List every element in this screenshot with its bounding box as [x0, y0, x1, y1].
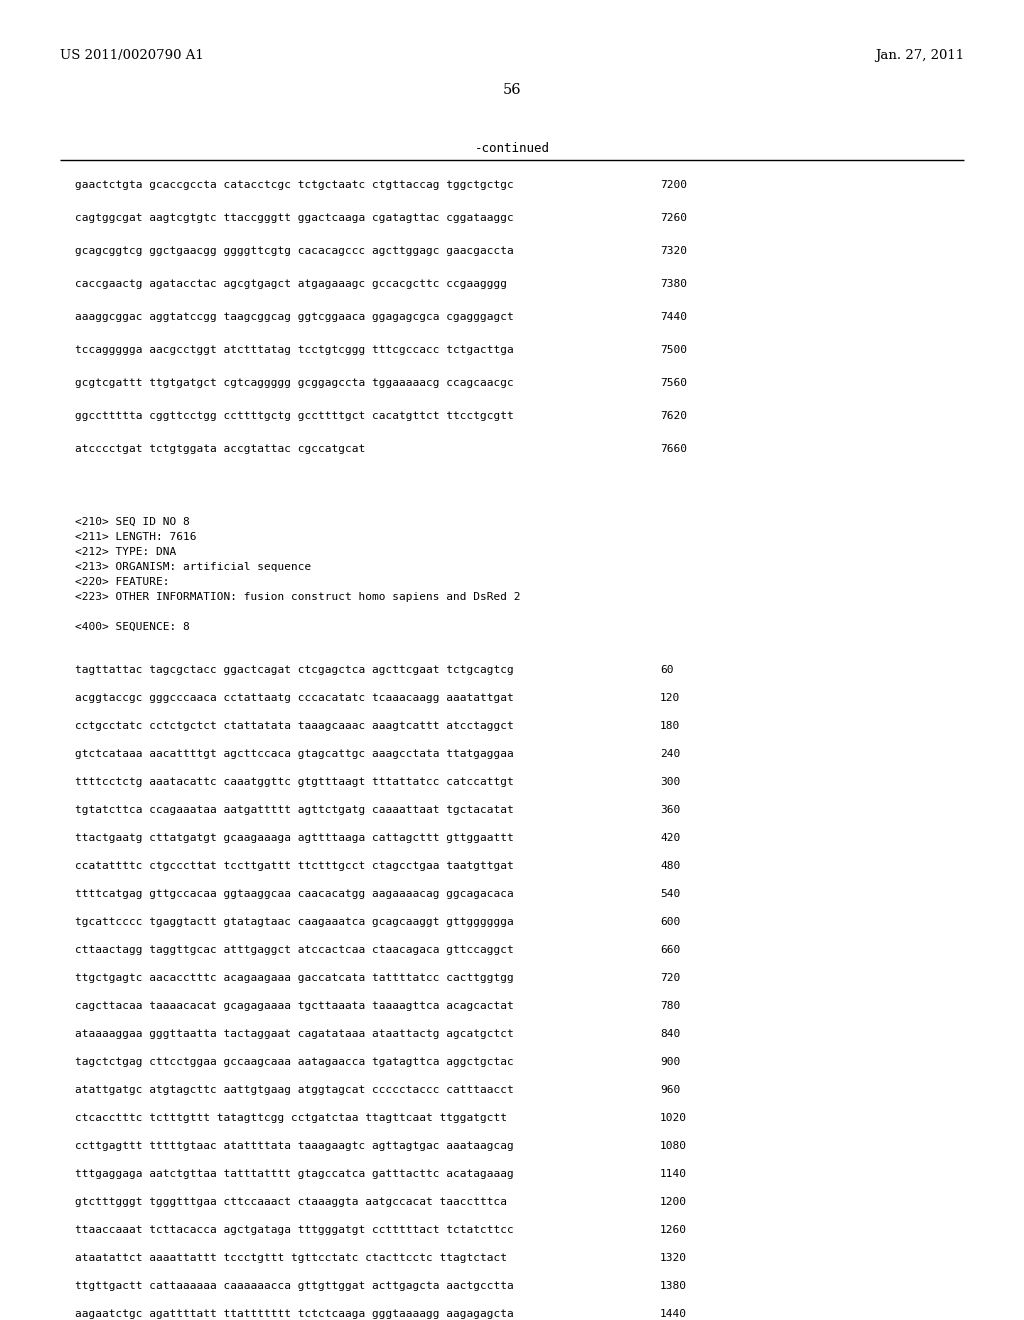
Text: 7320: 7320 — [660, 246, 687, 256]
Text: <220> FEATURE:: <220> FEATURE: — [75, 577, 170, 587]
Text: 7660: 7660 — [660, 444, 687, 454]
Text: tagttattac tagcgctacc ggactcagat ctcgagctca agcttcgaat tctgcagtcg: tagttattac tagcgctacc ggactcagat ctcgagc… — [75, 665, 514, 675]
Text: <400> SEQUENCE: 8: <400> SEQUENCE: 8 — [75, 622, 189, 632]
Text: 60: 60 — [660, 665, 674, 675]
Text: 480: 480 — [660, 861, 680, 871]
Text: gcgtcgattt ttgtgatgct cgtcaggggg gcggagccta tggaaaaacg ccagcaacgc: gcgtcgattt ttgtgatgct cgtcaggggg gcggagc… — [75, 378, 514, 388]
Text: ccttgagttt tttttgtaac atattttata taaagaagtc agttagtgac aaataagcag: ccttgagttt tttttgtaac atattttata taaagaa… — [75, 1140, 514, 1151]
Text: <211> LENGTH: 7616: <211> LENGTH: 7616 — [75, 532, 197, 543]
Text: 120: 120 — [660, 693, 680, 704]
Text: tgtatcttca ccagaaataa aatgattttt agttctgatg caaaattaat tgctacatat: tgtatcttca ccagaaataa aatgattttt agttctg… — [75, 805, 514, 814]
Text: aaaggcggac aggtatccgg taagcggcag ggtcggaaca ggagagcgca cgagggagct: aaaggcggac aggtatccgg taagcggcag ggtcgga… — [75, 312, 514, 322]
Text: 1200: 1200 — [660, 1197, 687, 1206]
Text: ttttcatgag gttgccacaa ggtaaggcaa caacacatgg aagaaaacag ggcagacaca: ttttcatgag gttgccacaa ggtaaggcaa caacaca… — [75, 888, 514, 899]
Text: US 2011/0020790 A1: US 2011/0020790 A1 — [60, 49, 204, 62]
Text: gtctcataaa aacattttgt agcttccaca gtagcattgc aaagcctata ttatgaggaa: gtctcataaa aacattttgt agcttccaca gtagcat… — [75, 748, 514, 759]
Text: 1020: 1020 — [660, 1113, 687, 1123]
Text: ataaaaggaa gggttaatta tactaggaat cagatataaa ataattactg agcatgctct: ataaaaggaa gggttaatta tactaggaat cagatat… — [75, 1030, 514, 1039]
Text: cctgcctatc cctctgctct ctattatata taaagcaaac aaagtcattt atcctaggct: cctgcctatc cctctgctct ctattatata taaagca… — [75, 721, 514, 731]
Text: 420: 420 — [660, 833, 680, 843]
Text: 1320: 1320 — [660, 1253, 687, 1263]
Text: 600: 600 — [660, 917, 680, 927]
Text: tagctctgag cttcctggaa gccaagcaaa aatagaacca tgatagttca aggctgctac: tagctctgag cttcctggaa gccaagcaaa aatagaa… — [75, 1057, 514, 1067]
Text: cagcttacaa taaaacacat gcagagaaaa tgcttaaata taaaagttca acagcactat: cagcttacaa taaaacacat gcagagaaaa tgcttaa… — [75, 1001, 514, 1011]
Text: 780: 780 — [660, 1001, 680, 1011]
Text: -continued: -continued — [474, 141, 550, 154]
Text: 7380: 7380 — [660, 279, 687, 289]
Text: atattgatgc atgtagcttc aattgtgaag atggtagcat ccccctaccc catttaacct: atattgatgc atgtagcttc aattgtgaag atggtag… — [75, 1085, 514, 1096]
Text: tgcattcccc tgaggtactt gtatagtaac caagaaatca gcagcaaggt gttgggggga: tgcattcccc tgaggtactt gtatagtaac caagaaa… — [75, 917, 514, 927]
Text: 660: 660 — [660, 945, 680, 954]
Text: ttgctgagtc aacacctttc acagaagaaa gaccatcata tattttatcc cacttggtgg: ttgctgagtc aacacctttc acagaagaaa gaccatc… — [75, 973, 514, 983]
Text: 7440: 7440 — [660, 312, 687, 322]
Text: 1440: 1440 — [660, 1309, 687, 1319]
Text: 1380: 1380 — [660, 1280, 687, 1291]
Text: gaactctgta gcaccgccta catacctcgc tctgctaatc ctgttaccag tggctgctgc: gaactctgta gcaccgccta catacctcgc tctgcta… — [75, 180, 514, 190]
Text: 360: 360 — [660, 805, 680, 814]
Text: atcccctgat tctgtggata accgtattac cgccatgcat: atcccctgat tctgtggata accgtattac cgccatg… — [75, 444, 366, 454]
Text: 840: 840 — [660, 1030, 680, 1039]
Text: 7620: 7620 — [660, 411, 687, 421]
Text: 720: 720 — [660, 973, 680, 983]
Text: acggtaccgc gggcccaaca cctattaatg cccacatatc tcaaacaagg aaatattgat: acggtaccgc gggcccaaca cctattaatg cccacat… — [75, 693, 514, 704]
Text: <210> SEQ ID NO 8: <210> SEQ ID NO 8 — [75, 517, 189, 527]
Text: 180: 180 — [660, 721, 680, 731]
Text: 960: 960 — [660, 1085, 680, 1096]
Text: cagtggcgat aagtcgtgtc ttaccgggtt ggactcaaga cgatagttac cggataaggc: cagtggcgat aagtcgtgtc ttaccgggtt ggactca… — [75, 213, 514, 223]
Text: ttaaccaaat tcttacacca agctgataga tttgggatgt cctttttact tctatcttcc: ttaaccaaat tcttacacca agctgataga tttggga… — [75, 1225, 514, 1236]
Text: ataatattct aaaattattt tccctgttt tgttcctatc ctacttcctc ttagtctact: ataatattct aaaattattt tccctgttt tgttccta… — [75, 1253, 507, 1263]
Text: ccatattttc ctgcccttat tccttgattt ttctttgcct ctagcctgaa taatgttgat: ccatattttc ctgcccttat tccttgattt ttctttg… — [75, 861, 514, 871]
Text: ggccttttta cggttcctgg ccttttgctg gccttttgct cacatgttct ttcctgcgtt: ggccttttta cggttcctgg ccttttgctg gcctttt… — [75, 411, 514, 421]
Text: tccaggggga aacgcctggt atctttatag tcctgtcggg tttcgccacc tctgacttga: tccaggggga aacgcctggt atctttatag tcctgtc… — [75, 345, 514, 355]
Text: Jan. 27, 2011: Jan. 27, 2011 — [874, 49, 964, 62]
Text: gtctttgggt tgggtttgaa cttccaaact ctaaaggta aatgccacat taacctttca: gtctttgggt tgggtttgaa cttccaaact ctaaagg… — [75, 1197, 507, 1206]
Text: aagaatctgc agattttatt ttattttttt tctctcaaga gggtaaaagg aagagagcta: aagaatctgc agattttatt ttattttttt tctctca… — [75, 1309, 514, 1319]
Text: 7200: 7200 — [660, 180, 687, 190]
Text: 7500: 7500 — [660, 345, 687, 355]
Text: ttgttgactt cattaaaaaa caaaaaacca gttgttggat acttgagcta aactgcctta: ttgttgactt cattaaaaaa caaaaaacca gttgttg… — [75, 1280, 514, 1291]
Text: ctcacctttc tctttgttt tatagttcgg cctgatctaa ttagttcaat ttggatgctt: ctcacctttc tctttgttt tatagttcgg cctgatct… — [75, 1113, 507, 1123]
Text: tttgaggaga aatctgttaa tatttatttt gtagccatca gatttacttc acatagaaag: tttgaggaga aatctgttaa tatttatttt gtagcca… — [75, 1170, 514, 1179]
Text: ttttcctctg aaatacattc caaatggttc gtgtttaagt tttattatcc catccattgt: ttttcctctg aaatacattc caaatggttc gtgttta… — [75, 777, 514, 787]
Text: 1080: 1080 — [660, 1140, 687, 1151]
Text: 1140: 1140 — [660, 1170, 687, 1179]
Text: 540: 540 — [660, 888, 680, 899]
Text: cttaactagg taggttgcac atttgaggct atccactcaa ctaacagaca gttccaggct: cttaactagg taggttgcac atttgaggct atccact… — [75, 945, 514, 954]
Text: <223> OTHER INFORMATION: fusion construct homo sapiens and DsRed 2: <223> OTHER INFORMATION: fusion construc… — [75, 591, 520, 602]
Text: 7260: 7260 — [660, 213, 687, 223]
Text: 56: 56 — [503, 83, 521, 96]
Text: 7560: 7560 — [660, 378, 687, 388]
Text: <213> ORGANISM: artificial sequence: <213> ORGANISM: artificial sequence — [75, 562, 311, 572]
Text: gcagcggtcg ggctgaacgg ggggttcgtg cacacagccc agcttggagc gaacgaccta: gcagcggtcg ggctgaacgg ggggttcgtg cacacag… — [75, 246, 514, 256]
Text: 1260: 1260 — [660, 1225, 687, 1236]
Text: 240: 240 — [660, 748, 680, 759]
Text: caccgaactg agatacctac agcgtgagct atgagaaagc gccacgcttc ccgaagggg: caccgaactg agatacctac agcgtgagct atgagaa… — [75, 279, 507, 289]
Text: 300: 300 — [660, 777, 680, 787]
Text: ttactgaatg cttatgatgt gcaagaaaga agttttaaga cattagcttt gttggaattt: ttactgaatg cttatgatgt gcaagaaaga agtttta… — [75, 833, 514, 843]
Text: <212> TYPE: DNA: <212> TYPE: DNA — [75, 546, 176, 557]
Text: 900: 900 — [660, 1057, 680, 1067]
